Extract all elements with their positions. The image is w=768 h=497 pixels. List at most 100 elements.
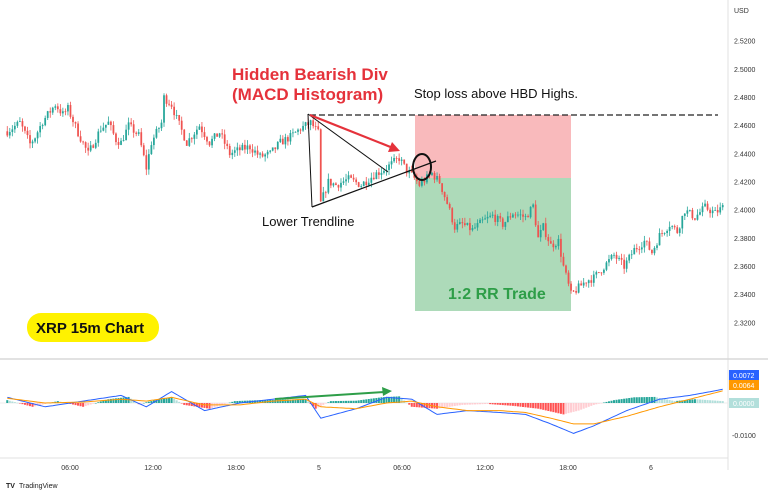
macd-histogram-bar [357,400,360,403]
macd-histogram-bar [524,403,527,408]
candle-body [254,150,256,153]
price-tick-label: 2.4000 [734,208,756,215]
candle-body [127,122,130,130]
macd-histogram-bar [39,403,42,406]
histogram-divergence-arrow-head [382,387,392,396]
macd-histogram-bar [476,403,479,405]
price-tick-label: 2.3200 [734,320,756,327]
macd-histogram-bar [484,403,487,405]
candle-body [218,133,221,137]
candle-body [517,214,519,216]
macd-histogram-bar [582,403,585,409]
candle-body [104,124,107,128]
candle-body [175,115,178,116]
macd-histogram-bar [564,403,568,414]
candle-body [297,129,299,132]
candle-body [613,254,615,256]
macd-line [7,388,723,434]
zero-value-text: 0.0000 [733,401,755,408]
candle-body [570,283,572,291]
candle-body [638,249,641,251]
macd-histogram-bar [74,403,77,406]
candle-body [183,129,186,141]
candle-body [474,227,476,229]
macd-histogram-bar [542,403,545,410]
candle-body [600,272,603,274]
candle-body [420,180,423,186]
macd-histogram-bar [592,403,595,405]
candle-body [360,186,363,187]
candle-body [54,106,57,108]
macd-histogram-bar [112,398,115,403]
candle-body [405,163,408,174]
candle-body [77,123,79,137]
macd-histogram-bar [607,401,610,403]
candle-body [595,272,598,275]
macd-histogram-bar [658,397,661,403]
macd-histogram-bar [562,403,565,415]
macd-histogram-bar [64,402,67,404]
candle-body [620,257,623,260]
candle-body [11,129,14,133]
macd-histogram-bar [380,397,383,403]
candle-body [6,131,9,136]
time-tick-label: 18:00 [227,465,245,472]
candle-body [29,135,31,144]
candle-body [198,126,201,130]
macd-histogram-bar [319,403,322,407]
candle-body [504,222,507,227]
candle-body [656,245,658,248]
candle-body [522,214,524,217]
chart-badge [27,313,159,342]
macd-histogram-bar [585,403,588,408]
candle-body [347,175,350,180]
macd-histogram-bar [241,400,244,403]
candle-body [453,222,456,230]
macd-histogram-bar [696,399,699,403]
macd-histogram-bar [613,400,616,403]
candle-body [319,129,322,202]
macd-histogram-bar [625,398,628,403]
macd-histogram-bar [529,403,532,408]
macd-histogram-bar [534,403,537,409]
candle-body [299,129,302,131]
candle-body [554,246,557,248]
macd-histogram-bar [228,402,231,404]
candle-body [125,129,127,141]
candle-body [479,219,481,224]
candle-body [721,205,724,208]
candle-body [653,247,656,254]
candle-body [329,178,332,186]
candle-body [261,153,264,157]
macd-histogram-bar [332,401,335,403]
macd-histogram-bar [719,400,722,403]
candle-body [16,121,19,126]
candle-body [266,151,269,155]
candle-body [716,210,719,213]
price-candles [6,93,724,295]
macd-histogram-bar [170,397,173,403]
macd-histogram-bar [279,399,282,403]
macd-histogram-bar [496,403,499,405]
candle-body [271,147,274,151]
candle-body [686,210,689,214]
macd-histogram-bar [84,403,87,407]
macd-histogram-bar [289,399,292,403]
candle-body [719,207,722,213]
macd-histogram-bar [393,396,396,403]
candle-body [676,227,679,233]
candle-body [628,254,631,261]
lower-trendline-label: Lower Trendline [262,214,355,229]
candle-body [211,138,213,146]
macd-histogram-bar [405,402,408,404]
candle-body [345,179,347,182]
macd-histogram-bar [329,401,332,403]
macd-histogram-bar [360,400,363,403]
upper-divergence-line [307,113,313,208]
candle-body [633,248,636,255]
candle-body [539,229,542,238]
macd-histogram-bar [281,399,284,403]
candle-body [512,214,514,218]
price-tick-label: 2.4800 [734,95,756,102]
candle-body [466,222,469,226]
